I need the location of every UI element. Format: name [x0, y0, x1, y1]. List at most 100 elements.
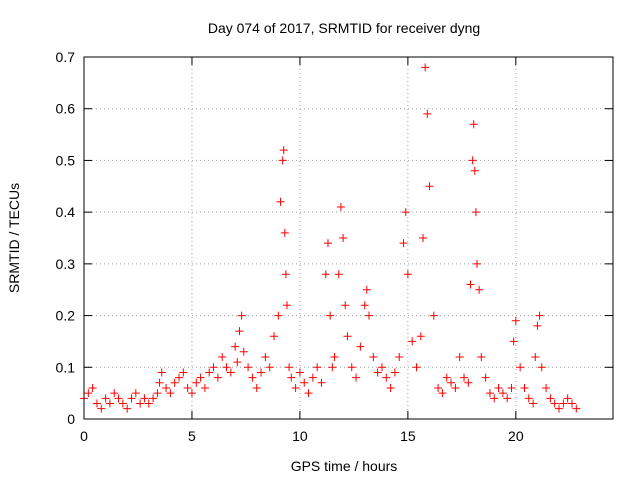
- data-point: [92, 399, 101, 408]
- data-point: [252, 383, 261, 392]
- data-point: [321, 270, 330, 279]
- data-point: [509, 337, 518, 346]
- data-point: [287, 373, 296, 382]
- data-point: [136, 399, 145, 408]
- data-point: [451, 383, 460, 392]
- data-point: [347, 363, 356, 372]
- data-point: [281, 270, 290, 279]
- data-point: [470, 166, 479, 175]
- data-point: [438, 389, 447, 398]
- y-tick-label: 0.4: [56, 204, 76, 220]
- data-point: [187, 389, 196, 398]
- data-point: [537, 363, 546, 372]
- x-tick-label: 10: [292, 428, 308, 444]
- x-tick-label: 20: [508, 428, 524, 444]
- data-point: [567, 399, 576, 408]
- data-point: [352, 373, 361, 382]
- chart-title: Day 074 of 2017, SRMTID for receiver dyn…: [208, 20, 480, 36]
- data-point: [481, 373, 490, 382]
- data-point: [418, 234, 427, 242]
- data-point: [279, 146, 288, 155]
- data-point: [563, 394, 572, 403]
- data-point: [524, 394, 533, 403]
- data-point: [274, 311, 283, 320]
- data-points: [80, 63, 581, 413]
- data-point: [336, 202, 345, 211]
- data-point: [97, 404, 106, 413]
- y-tick-label: 0.7: [56, 49, 76, 65]
- grid-lines: [84, 57, 613, 419]
- data-point: [183, 383, 192, 392]
- data-point: [468, 156, 477, 165]
- data-point: [377, 363, 386, 372]
- x-axis-label: GPS time / hours: [291, 458, 398, 474]
- data-point: [170, 378, 179, 387]
- data-point: [88, 383, 97, 392]
- data-point: [175, 373, 184, 382]
- data-point: [285, 363, 294, 372]
- data-point: [233, 358, 242, 367]
- data-point: [308, 373, 317, 382]
- data-point: [403, 270, 412, 279]
- data-point: [423, 109, 432, 118]
- data-point: [516, 363, 525, 372]
- data-point: [326, 311, 335, 320]
- data-point: [494, 383, 503, 392]
- data-point: [155, 378, 164, 387]
- data-point: [235, 327, 244, 336]
- data-point: [265, 363, 274, 372]
- data-point: [535, 311, 544, 320]
- data-point: [192, 378, 201, 387]
- data-point: [464, 378, 473, 387]
- data-point: [472, 259, 481, 268]
- data-point: [395, 352, 404, 361]
- data-point: [343, 332, 352, 341]
- data-point: [200, 383, 209, 392]
- data-point: [278, 156, 287, 165]
- data-point: [382, 373, 391, 382]
- data-point: [149, 394, 158, 403]
- axis-ticks: 0 0.1 0.2 0.3 0.4 0.5 0.6 0.7 0 5 10 15 20: [56, 49, 613, 444]
- data-point: [390, 368, 399, 377]
- plot-frame: [83, 56, 614, 420]
- data-point: [429, 311, 438, 320]
- data-point: [546, 394, 555, 403]
- data-point: [140, 394, 149, 403]
- data-point: [408, 337, 417, 346]
- data-point: [469, 120, 478, 129]
- data-point: [362, 285, 371, 294]
- data-point: [248, 373, 257, 382]
- data-point: [507, 383, 516, 392]
- data-point: [511, 316, 520, 325]
- data-point: [471, 208, 480, 217]
- data-point: [323, 239, 332, 248]
- data-point: [166, 389, 175, 398]
- data-point: [341, 301, 350, 310]
- y-tick-label: 0.6: [56, 101, 76, 117]
- data-point: [118, 399, 127, 408]
- y-tick-label: 0.5: [56, 152, 76, 168]
- data-point: [572, 404, 581, 413]
- data-point: [276, 197, 285, 206]
- data-point: [447, 378, 456, 387]
- data-point: [222, 363, 231, 372]
- data-point: [162, 383, 171, 392]
- data-point: [179, 368, 188, 377]
- data-point: [295, 368, 304, 377]
- data-point: [386, 383, 395, 392]
- data-point: [555, 404, 564, 413]
- data-point: [231, 342, 240, 351]
- data-point: [416, 332, 425, 341]
- data-point: [529, 399, 538, 408]
- data-point: [498, 389, 507, 398]
- data-point: [485, 389, 494, 398]
- data-point: [123, 404, 132, 413]
- data-point: [533, 321, 542, 330]
- data-point: [205, 368, 214, 377]
- data-point: [282, 301, 291, 310]
- data-point: [270, 332, 279, 341]
- data-point: [105, 399, 114, 408]
- data-point: [101, 394, 110, 403]
- data-point: [466, 280, 475, 289]
- data-point: [334, 270, 343, 279]
